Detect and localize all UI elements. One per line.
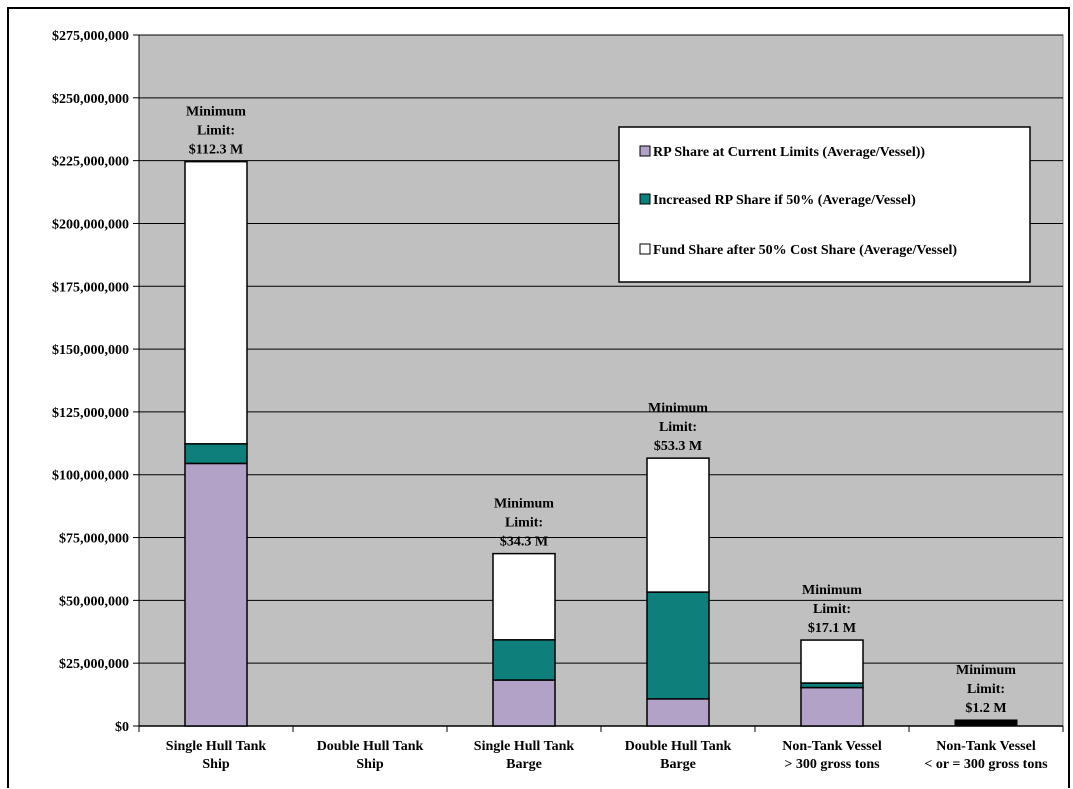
rp-current-bar	[492, 679, 556, 727]
rp-increase-bar	[492, 639, 556, 681]
legend-label: RP Share at Current Limits (Average/Vess…	[653, 145, 925, 160]
x-category-label: Non-Tank Vessel	[936, 739, 1036, 754]
minimum-limit-annotation: Minimum	[802, 583, 862, 598]
small-vessel-bar	[954, 719, 1018, 727]
rp-increase-bar	[646, 591, 710, 700]
minimum-limit-annotation: Minimum	[494, 497, 554, 512]
rp-current-bar	[184, 462, 248, 727]
x-category-label: Barge	[660, 757, 696, 772]
minimum-limit-annotation: Minimum	[648, 401, 708, 416]
minimum-limit-annotation: Minimum	[186, 105, 246, 120]
legend-swatch	[639, 193, 651, 205]
x-category-label: Double Hull Tank	[625, 739, 732, 754]
y-tick-label: $75,000,000	[59, 532, 129, 547]
y-tick-label: $200,000,000	[52, 217, 129, 232]
y-tick-label: $150,000,000	[52, 343, 129, 358]
minimum-limit-annotation: Limit:	[967, 682, 1005, 697]
x-category-label: Double Hull Tank	[317, 739, 424, 754]
fund-share-bar	[800, 639, 864, 684]
minimum-limit-annotation: Limit:	[659, 420, 697, 435]
fund-share-bar	[492, 552, 556, 641]
x-category-label: Non-Tank Vessel	[782, 739, 882, 754]
x-category-label: < or = 300 gross tons	[924, 757, 1048, 772]
x-category-label: Single Hull Tank	[474, 739, 575, 754]
y-tick-label: $25,000,000	[59, 657, 129, 672]
minimum-limit-annotation: $53.3 M	[654, 439, 702, 454]
minimum-limit-annotation: Limit:	[505, 516, 543, 531]
rp-current-bar	[800, 686, 864, 727]
x-category-label: > 300 gross tons	[784, 757, 880, 772]
y-tick-label: $175,000,000	[52, 280, 129, 295]
legend-label: Fund Share after 50% Cost Share (Average…	[653, 243, 957, 258]
legend-swatch	[639, 145, 651, 157]
y-tick-label: $0	[115, 720, 129, 735]
y-tick-label: $50,000,000	[59, 594, 129, 609]
legend-swatch	[639, 243, 651, 255]
fund-share-bar	[646, 457, 710, 593]
minimum-limit-annotation: Limit:	[813, 602, 851, 617]
rp-current-bar	[646, 698, 710, 727]
legend-box	[618, 126, 1031, 283]
x-category-label: Ship	[202, 757, 229, 772]
y-tick-label: $275,000,000	[52, 29, 129, 44]
minimum-limit-annotation: $112.3 M	[189, 143, 243, 158]
minimum-limit-annotation: $34.3 M	[500, 535, 548, 550]
rp-increase-bar	[184, 443, 248, 465]
fund-share-bar	[184, 160, 248, 445]
minimum-limit-annotation: $17.1 M	[808, 621, 856, 636]
minimum-limit-annotation: Minimum	[956, 663, 1016, 678]
minimum-limit-annotation: $1.2 M	[965, 701, 1006, 716]
legend: RP Share at Current Limits (Average/Vess…	[618, 126, 1031, 283]
minimum-limit-annotation: Limit:	[197, 124, 235, 139]
x-category-label: Single Hull Tank	[166, 739, 267, 754]
x-category-label: Barge	[506, 757, 542, 772]
y-tick-label: $250,000,000	[52, 92, 129, 107]
x-category-label: Ship	[356, 757, 383, 772]
y-tick-label: $100,000,000	[52, 469, 129, 484]
legend-label: Increased RP Share if 50% (Average/Vesse…	[653, 193, 916, 208]
y-tick-label: $125,000,000	[52, 406, 129, 421]
y-tick-label: $225,000,000	[52, 155, 129, 170]
